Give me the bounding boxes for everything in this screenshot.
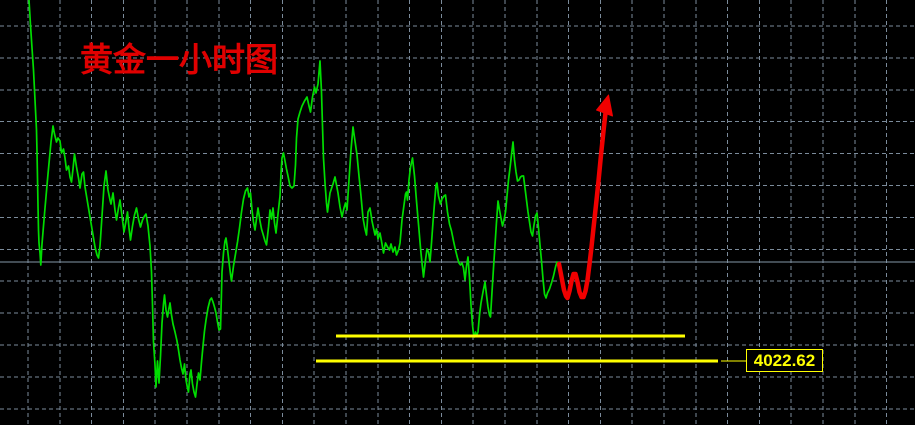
trend-arrow-shaft[interactable] bbox=[556, 100, 610, 301]
price-level-tag: 4022.62 bbox=[746, 349, 823, 372]
chart-title: 黄金一小时图 bbox=[80, 43, 278, 79]
trend-arrow-head-icon[interactable] bbox=[596, 94, 613, 117]
price-level-value: 4022.62 bbox=[753, 351, 816, 370]
